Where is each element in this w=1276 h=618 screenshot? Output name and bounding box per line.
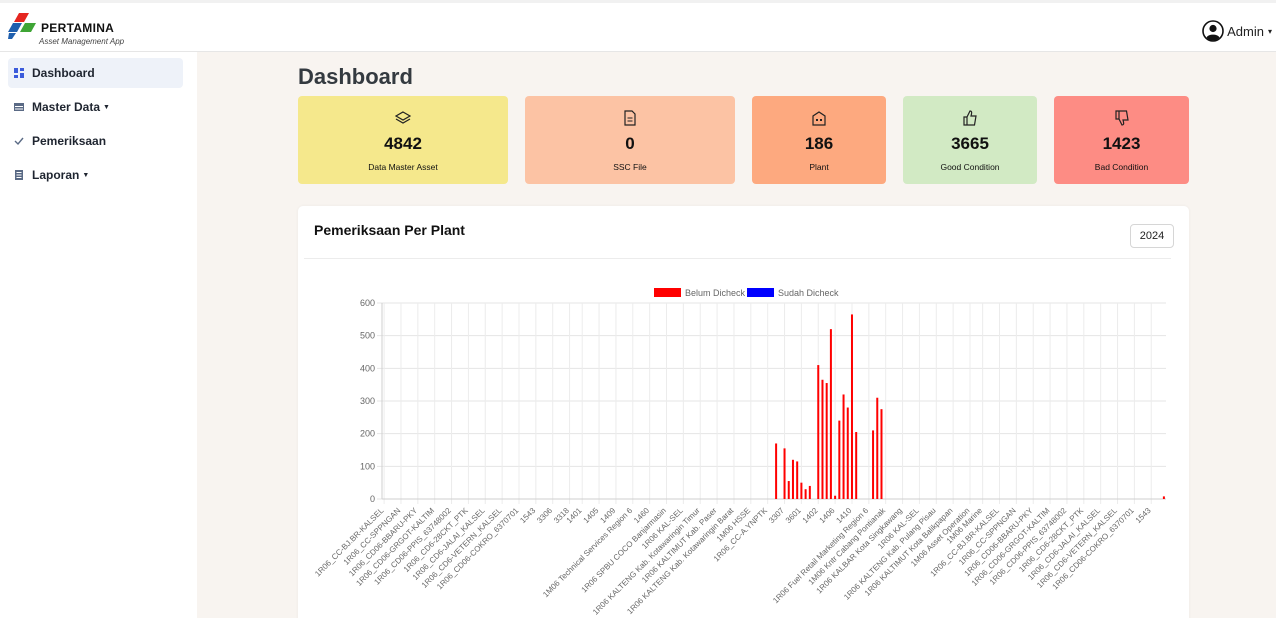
building-icon — [752, 110, 886, 126]
main-content: Dashboard 4842 Data Master Asset 0 SSC F… — [197, 52, 1276, 618]
user-menu[interactable]: Admin ▾ — [1202, 19, 1272, 43]
x-tick-label: 1543 — [518, 506, 537, 525]
stat-value: 186 — [804, 134, 834, 153]
check-icon — [14, 137, 24, 146]
stat-label: Data Master Asset — [368, 162, 438, 172]
sidebar: Dashboard Master Data ▼ Pemeriksaan Lapo… — [0, 52, 197, 618]
brand-logo[interactable]: PERTAMINA Asset Management App — [8, 13, 138, 49]
bar — [800, 482, 803, 499]
bar — [876, 397, 879, 499]
bar — [838, 420, 841, 499]
bar — [834, 495, 837, 499]
user-circle-icon — [1202, 20, 1224, 42]
bar — [787, 481, 790, 499]
bar — [855, 432, 858, 499]
thumbs-down-icon — [1054, 110, 1189, 126]
y-tick-label: 200 — [360, 429, 375, 439]
bar — [791, 459, 794, 499]
legend-label: Sudah Dicheck — [778, 288, 839, 298]
bar — [872, 430, 875, 499]
bar-chart: 01002003004005006001R06_CC-BJ.BR-KALSEL1… — [313, 288, 1166, 617]
sidebar-item-label: Pemeriksaan — [32, 134, 107, 148]
stat-card-master-asset[interactable]: 4842 Data Master Asset — [298, 96, 508, 184]
x-tick-label: 1402 — [801, 506, 820, 525]
stat-value: 4842 — [384, 134, 422, 153]
page-title: Dashboard — [298, 64, 413, 89]
stat-value: 3665 — [951, 134, 989, 153]
bar — [880, 409, 883, 499]
sidebar-item-label: Master Data — [32, 100, 101, 114]
brand-subtitle: Asset Management App — [39, 37, 125, 46]
bar — [775, 443, 778, 499]
bar — [796, 461, 799, 499]
stat-label: Bad Condition — [1094, 162, 1149, 172]
y-tick-label: 400 — [360, 363, 375, 373]
thumbs-up-icon — [903, 110, 1037, 126]
brand-name: PERTAMINA — [41, 21, 115, 35]
bar — [825, 383, 828, 499]
bar — [829, 329, 832, 499]
x-tick-label: 1401 — [565, 506, 584, 525]
sidebar-item-laporan[interactable]: Laporan ▼ — [8, 160, 183, 190]
panel-divider — [304, 258, 1171, 259]
x-tick-label: 1406 — [818, 506, 837, 525]
y-tick-label: 100 — [360, 461, 375, 471]
layers-icon — [298, 110, 508, 126]
caret-down-icon: ▾ — [1267, 26, 1272, 36]
x-tick-label: 3307 — [767, 506, 786, 525]
stat-value: 1423 — [1102, 134, 1141, 153]
caret-down-icon: ▼ — [103, 103, 110, 111]
bar — [821, 379, 824, 499]
legend-swatch — [654, 288, 681, 297]
x-tick-label: 3601 — [784, 506, 803, 525]
stat-label: Plant — [809, 162, 829, 172]
report-icon — [15, 170, 23, 180]
legend-label: Belum Dicheck — [685, 288, 746, 298]
table-icon — [14, 103, 24, 111]
y-tick-label: 500 — [360, 331, 375, 341]
bar — [817, 365, 820, 499]
sidebar-item-label: Dashboard — [32, 66, 95, 80]
sidebar-item-label: Laporan — [32, 168, 80, 182]
y-tick-label: 600 — [360, 298, 375, 308]
bar — [1162, 496, 1165, 499]
x-tick-label: 3306 — [535, 506, 554, 525]
stat-card-bad-condition[interactable]: 1423 Bad Condition — [1054, 96, 1189, 184]
bar — [842, 394, 845, 499]
year-selector-button[interactable]: 2024 — [1130, 224, 1174, 248]
bar — [850, 314, 853, 499]
panel-title: Pemeriksaan Per Plant — [314, 222, 465, 238]
sidebar-item-master-data[interactable]: Master Data ▼ — [8, 92, 183, 122]
dashboard-icon — [14, 68, 24, 78]
bar — [804, 489, 807, 499]
y-tick-label: 0 — [370, 494, 375, 504]
user-name: Admin — [1227, 23, 1264, 39]
legend-swatch — [747, 288, 774, 297]
bar — [846, 407, 849, 499]
chart-panel: Pemeriksaan Per Plant 2024 0 100 200 300 400… — [298, 206, 1189, 618]
caret-down-icon: ▼ — [82, 171, 90, 179]
stat-card-good-condition[interactable]: 3665 Good Condition — [903, 96, 1037, 184]
bar — [783, 448, 786, 499]
top-navbar: PERTAMINA Asset Management App Admin ▾ — [0, 0, 1276, 52]
x-tick-label: 1405 — [582, 506, 601, 525]
stat-card-plant[interactable]: 186 Plant — [752, 96, 886, 184]
stat-card-ssc-file[interactable]: 0 SSC File — [525, 96, 735, 184]
stat-label: Good Condition — [940, 162, 1000, 172]
file-icon — [525, 110, 735, 126]
y-tick-label: 300 — [360, 396, 375, 406]
sidebar-item-pemeriksaan[interactable]: Pemeriksaan — [8, 126, 183, 156]
bar — [808, 485, 811, 499]
pertamina-logo-icon — [8, 13, 36, 39]
stat-value: 0 — [625, 134, 635, 153]
sidebar-item-dashboard[interactable]: Dashboard — [8, 58, 183, 88]
x-tick-label: 1543 — [1134, 506, 1153, 525]
stat-label: SSC File — [613, 162, 647, 172]
